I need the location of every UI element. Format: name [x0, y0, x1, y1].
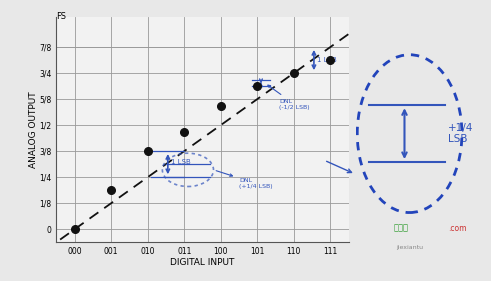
Text: FS: FS	[56, 12, 66, 21]
Text: DNL
(+1/4 LSB): DNL (+1/4 LSB)	[216, 171, 273, 189]
Text: 1 LSB: 1 LSB	[317, 57, 337, 63]
Text: 1 LSB: 1 LSB	[171, 159, 191, 165]
Text: +1/4
LSB: +1/4 LSB	[448, 123, 473, 144]
Text: .com: .com	[448, 224, 466, 233]
Text: DNL
(-1/2 LSB): DNL (-1/2 LSB)	[268, 85, 310, 110]
Text: 接线图: 接线图	[393, 224, 408, 233]
Y-axis label: ANALOG OUTPUT: ANALOG OUTPUT	[29, 91, 38, 167]
Text: jiexiantu: jiexiantu	[396, 245, 423, 250]
X-axis label: DIGITAL INPUT: DIGITAL INPUT	[170, 258, 235, 267]
